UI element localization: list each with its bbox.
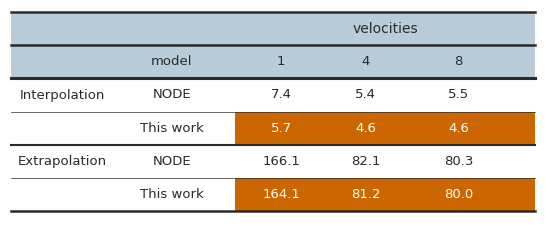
- Bar: [11, 45, 535, 78]
- Text: This work: This work: [140, 188, 204, 201]
- Text: 5.4: 5.4: [355, 89, 376, 102]
- Text: Extrapolation: Extrapolation: [18, 155, 108, 168]
- Text: velocities: velocities: [352, 22, 418, 36]
- Text: 5.7: 5.7: [271, 122, 292, 135]
- Text: 4.6: 4.6: [355, 122, 376, 135]
- Text: 7.4: 7.4: [271, 89, 292, 102]
- Text: This work: This work: [140, 122, 204, 135]
- Text: 4.6: 4.6: [448, 122, 469, 135]
- Text: 81.2: 81.2: [351, 188, 381, 201]
- Text: NODE: NODE: [153, 155, 191, 168]
- Text: 80.3: 80.3: [444, 155, 473, 168]
- Text: 1: 1: [277, 55, 286, 68]
- Text: 80.0: 80.0: [444, 188, 473, 201]
- Text: 166.1: 166.1: [262, 155, 300, 168]
- Bar: [235, 112, 535, 145]
- Text: model: model: [151, 55, 193, 68]
- Text: 4: 4: [361, 55, 370, 68]
- Text: 164.1: 164.1: [262, 188, 300, 201]
- Text: 5.5: 5.5: [448, 89, 469, 102]
- Text: 8: 8: [454, 55, 463, 68]
- Text: Interpolation: Interpolation: [20, 89, 105, 102]
- Bar: [11, 12, 535, 45]
- Text: 82.1: 82.1: [351, 155, 381, 168]
- Text: NODE: NODE: [153, 89, 191, 102]
- Bar: [235, 178, 535, 211]
